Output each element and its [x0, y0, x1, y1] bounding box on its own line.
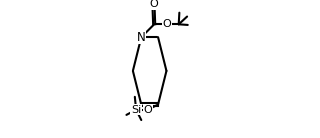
Text: O: O: [149, 0, 158, 9]
Text: Si: Si: [131, 105, 141, 115]
Text: O: O: [163, 19, 172, 29]
Text: O: O: [143, 105, 152, 115]
Text: N: N: [137, 31, 146, 44]
